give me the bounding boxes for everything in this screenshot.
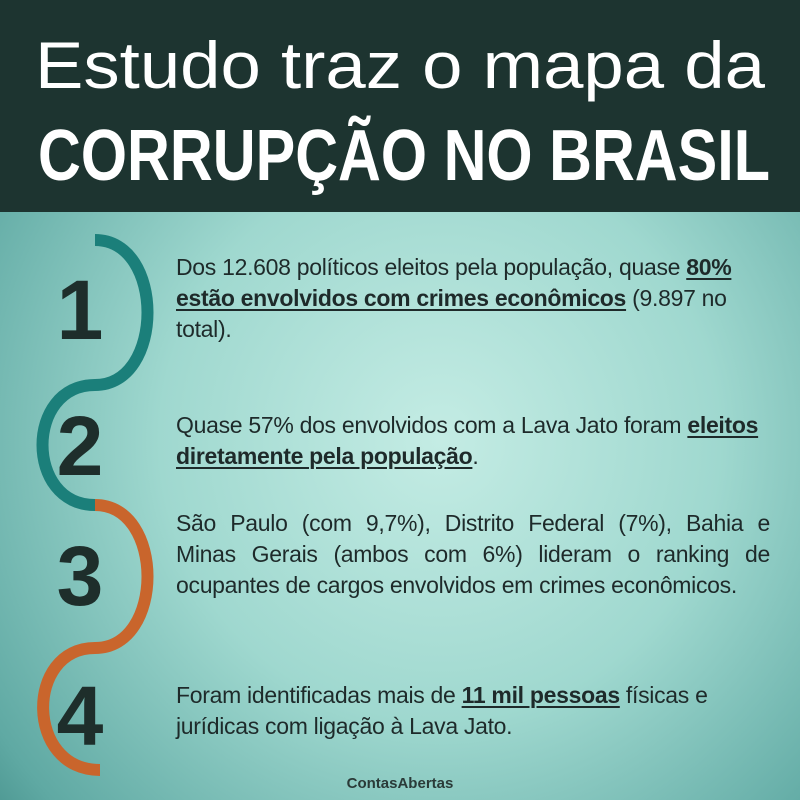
item-number: 3	[56, 529, 104, 623]
text: São Paulo (com 9,7%), Distrito Federal (…	[176, 510, 770, 598]
brand: ContasAbertas	[346, 775, 454, 792]
item-text: Dos 12.608 políticos eleitos pela popula…	[176, 252, 770, 345]
item-text: São Paulo (com 9,7%), Distrito Federal (…	[176, 508, 770, 601]
highlight: eleitos diretamente pela população	[176, 412, 759, 469]
title-line: Estudo traz o mapa da	[35, 28, 765, 102]
text: Quase 57% dos envolvidos com a Lava Jato…	[176, 412, 688, 438]
text: .	[472, 443, 479, 469]
connector-curve	[37, 499, 154, 776]
highlight: 80% estão envolvidos com crimes econômic…	[176, 254, 732, 311]
item-text: Quase 57% dos envolvidos com a Lava Jato…	[176, 410, 770, 472]
title-line: CORRUPÇÃO NO BRASIL	[38, 115, 770, 196]
text: físicas e jurídicas com ligação à Lava J…	[176, 682, 708, 739]
header-band	[0, 0, 800, 212]
connector-curve	[36, 234, 154, 511]
item-number: 4	[56, 669, 104, 763]
item-text: Foram identificadas mais de 11 mil pesso…	[176, 680, 770, 742]
item-number: 1	[56, 263, 104, 357]
text: Dos 12.608 políticos eleitos pela popula…	[176, 254, 687, 280]
highlight: 11 mil pessoas	[461, 682, 620, 708]
text: Foram identificadas mais de	[176, 682, 462, 708]
text: (9.897 no total).	[176, 285, 727, 342]
item-number: 2	[56, 399, 104, 493]
